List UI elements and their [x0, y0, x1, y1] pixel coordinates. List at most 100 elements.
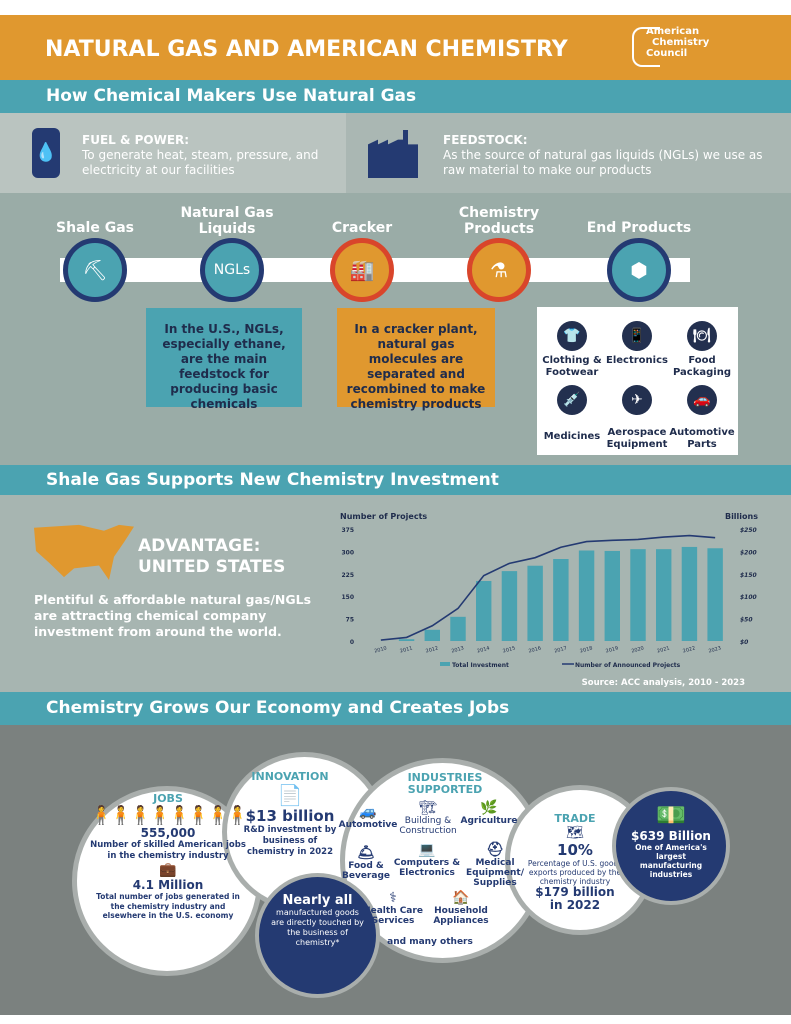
section-title-economy: Chemistry Grows Our Economy and Creates … — [0, 692, 791, 725]
product-aerospace: ✈ Aerospace Equipment — [604, 385, 670, 451]
shirt-icon: 👕 — [557, 321, 587, 351]
us-arrows-icon: 🗺 — [566, 825, 584, 841]
fuel-power: FUEL & POWER: To generate heat, steam, pr… — [82, 133, 319, 177]
flow-label-shale: Shale Gas — [56, 220, 134, 236]
nearly-all-bubble: Nearly all manufactured goods are direct… — [255, 873, 380, 998]
ngl-icon: NGLs — [200, 238, 264, 302]
header-bar: NATURAL GAS AND AMERICAN CHEMISTRY Ameri… — [0, 15, 791, 80]
industry-food: 🛎 Food & Beverage — [331, 845, 401, 881]
bar-2021 — [656, 549, 672, 641]
x-tick-label: 2022 — [682, 645, 696, 654]
flask-icon: ⚗ — [467, 238, 531, 302]
advantage-text: Plentiful & affordable natural gas/NGLs … — [34, 592, 312, 639]
industry-automotive: 🚙 Automotive — [333, 804, 403, 830]
flow-label-end: End Products — [586, 220, 692, 236]
bar-2011 — [398, 639, 415, 641]
bar-2022 — [681, 546, 698, 641]
people-icon: 🧍🧍🧍🧍🧍🧍🧍🧍 — [90, 805, 248, 826]
x-tick-label: 2019 — [605, 645, 619, 654]
industry-agriculture: 🌿 Agriculture — [454, 800, 524, 826]
x-tick-label: 2016 — [528, 645, 542, 654]
crane-icon: 🏗 — [419, 800, 437, 816]
car-icon: 🚙 — [359, 804, 377, 820]
y2-tick-label: $150 — [740, 572, 757, 579]
y2-tick-label: $0 — [740, 639, 748, 646]
bar-2012 — [424, 629, 440, 641]
x-tick-label: 2012 — [425, 645, 439, 654]
industries-heading: INDUSTRIES SUPPORTED — [407, 771, 483, 796]
y-tick-label: 75 — [346, 617, 354, 624]
cloche-icon: 🛎 — [357, 845, 375, 861]
y-tick-label: 150 — [341, 594, 354, 601]
y2-tick-label: $200 — [740, 549, 757, 556]
certificate-icon: 📄 — [277, 783, 303, 807]
caduceus-icon: ⚕ — [389, 890, 397, 906]
x-tick-label: 2014 — [477, 645, 491, 654]
y2-tick-label: $100 — [740, 594, 757, 601]
y2-tick-label: $50 — [740, 617, 753, 624]
product-automotive: 🚗 Automotive Parts — [669, 385, 735, 451]
medkit-icon: ⛑ — [486, 842, 504, 858]
product-electronics: 📱 Electronics — [604, 321, 670, 367]
x-tick-label: 2011 — [399, 645, 413, 654]
trade-stat: TRADE 🗺 10% Percentage of U.S. goods exp… — [520, 812, 630, 912]
acc-logo — [632, 27, 660, 67]
bar-2019 — [604, 550, 620, 641]
laptop-icon: 💻 — [418, 842, 436, 858]
investment-chart: Number of Projects Billions 0 $0 75 $50 150 $10… — [340, 512, 758, 669]
bar-2016 — [527, 565, 543, 641]
flow-label-chem: Chemistry Products — [458, 205, 540, 237]
ngl-info-box: In the U.S., NGLs, especially ethane, ar… — [146, 308, 302, 411]
feedstock: FEEDSTOCK: As the source of natural gas l… — [443, 133, 763, 177]
y-axis-title: Number of Projects — [340, 512, 427, 521]
bar-2014 — [476, 580, 492, 641]
projects-line — [380, 534, 716, 641]
y-tick-label: 300 — [341, 549, 354, 556]
phone-icon: 📱 — [622, 321, 652, 351]
x-tick-label: 2020 — [631, 645, 645, 654]
house-icon: 🏠 — [452, 890, 470, 906]
advantage-heading: ADVANTAGE: UNITED STATES — [138, 536, 286, 577]
y-tick-label: 225 — [341, 572, 354, 579]
cube-icon: ⬢ — [607, 238, 671, 302]
industry-medical: ⛑ Medical Equipment/ Supplies — [460, 842, 530, 888]
airplane-icon: ✈ — [622, 385, 652, 415]
legend-line-label: Number of Announced Projects — [575, 662, 681, 669]
bar-2020 — [630, 549, 646, 641]
bar-2017 — [553, 559, 569, 641]
x-tick-label: 2023 — [708, 645, 722, 654]
jobs-bubble — [72, 786, 262, 976]
chart-source: Source: ACC analysis, 2010 - 2023 — [581, 678, 745, 688]
oil-pump-icon: ⛏ — [63, 238, 127, 302]
innovation-stat: INNOVATION 📄 $13 billion R&D investment … — [240, 770, 340, 858]
end-products-box: 👕 Clothing & Footwear 📱 Electronics 🍽 Food … — [537, 307, 738, 455]
section-title-shale: Shale Gas Supports New Chemistry Investm… — [0, 465, 791, 495]
plate-icon: 🍽 — [687, 321, 717, 351]
x-tick-label: 2021 — [657, 645, 671, 654]
bar-2015 — [501, 571, 518, 641]
industry-size-bubble: 💵 $639 Billion One of America's largest … — [612, 787, 730, 905]
industry-health: ⚕ Health Care Services — [358, 890, 428, 926]
y2-tick-label: $250 — [740, 527, 757, 534]
y-tick-label: 375 — [341, 527, 354, 534]
briefcase-icon: 💼 — [159, 862, 177, 878]
x-tick-label: 2015 — [502, 645, 516, 654]
bar-2018 — [578, 550, 595, 641]
y2-axis-title: Billions — [725, 512, 758, 521]
industry-more: and many others — [387, 937, 473, 947]
cracker-info-box: In a cracker plant, natural gas molecule… — [337, 308, 495, 411]
car-icon: 🚗 — [687, 385, 717, 415]
x-tick-label: 2017 — [554, 645, 568, 654]
x-tick-label: 2010 — [374, 645, 388, 654]
legend-bar-swatch — [440, 662, 450, 666]
barrel-icon: 💧 — [32, 128, 60, 178]
flow-label-cracker: Cracker — [331, 220, 393, 236]
cracker-factory-icon: 🏭 — [330, 238, 394, 302]
section-title-use: How Chemical Makers Use Natural Gas — [0, 80, 791, 113]
x-tick-label: 2018 — [579, 645, 593, 654]
money-stack-icon: 💵 — [656, 801, 686, 829]
industry-building: 🏗 Building & Construction — [393, 800, 463, 836]
industry-household: 🏠 Household Appliances — [426, 890, 496, 926]
legend-bar-label: Total Investment — [452, 662, 509, 669]
leaf-icon: 🌿 — [480, 800, 498, 816]
